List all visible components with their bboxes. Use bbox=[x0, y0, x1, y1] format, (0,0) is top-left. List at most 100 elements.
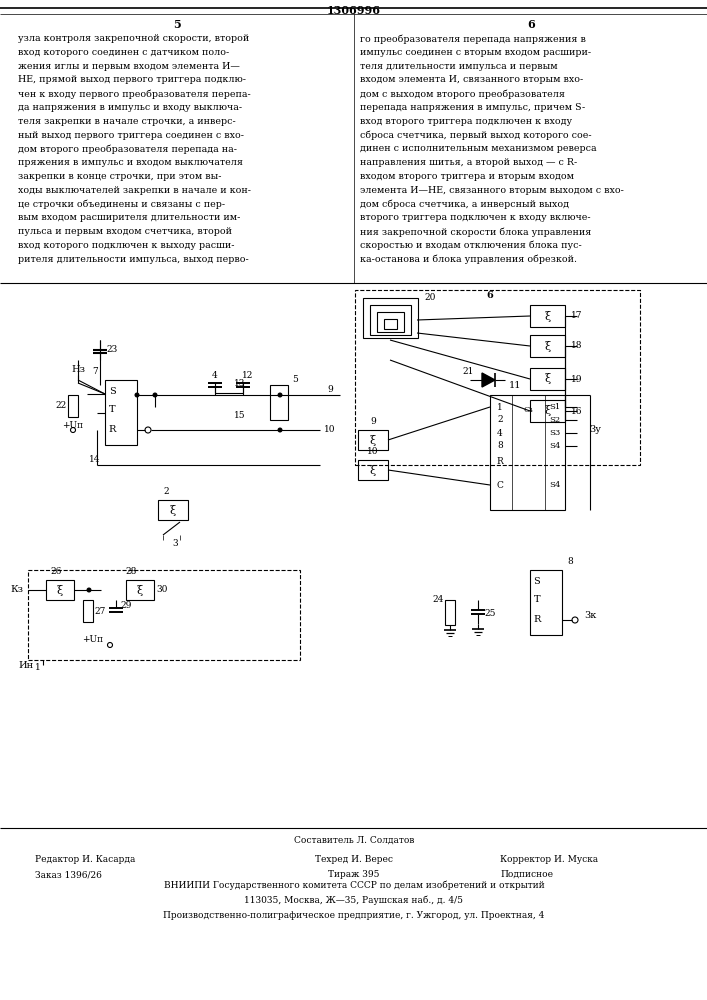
Text: 4: 4 bbox=[212, 370, 218, 379]
Bar bbox=[83, 600, 93, 622]
Text: ξ: ξ bbox=[170, 504, 176, 516]
Text: 29: 29 bbox=[120, 601, 132, 610]
Text: входом элемента И, связанного вторым вхо-: входом элемента И, связанного вторым вхо… bbox=[360, 75, 583, 84]
Text: ξ: ξ bbox=[370, 464, 376, 476]
Text: 1: 1 bbox=[35, 664, 41, 672]
Text: 18: 18 bbox=[571, 342, 583, 351]
Text: 20: 20 bbox=[424, 292, 436, 302]
Text: пряжения в импульс и входом выключателя: пряжения в импульс и входом выключателя bbox=[18, 158, 243, 167]
Text: ка-останова и блока управления обрезкой.: ка-останова и блока управления обрезкой. bbox=[360, 255, 577, 264]
Text: S: S bbox=[534, 578, 540, 586]
Bar bbox=[46, 580, 74, 600]
Text: узла контроля закрепочной скорости, второй: узла контроля закрепочной скорости, втор… bbox=[18, 34, 250, 43]
Text: теля длительности импульса и первым: теля длительности импульса и первым bbox=[360, 62, 558, 71]
Text: 27: 27 bbox=[94, 606, 105, 615]
Text: 11: 11 bbox=[509, 380, 521, 389]
Text: це строчки объединены и связаны с пер-: це строчки объединены и связаны с пер- bbox=[18, 200, 225, 209]
Text: C₄: C₄ bbox=[523, 406, 533, 414]
Text: S4: S4 bbox=[549, 442, 561, 450]
Text: 17: 17 bbox=[571, 312, 583, 320]
Bar bbox=[270, 385, 288, 420]
Bar bbox=[530, 400, 565, 422]
Text: Заказ 1396/26: Заказ 1396/26 bbox=[35, 870, 102, 879]
Text: ный выход первого триггера соединен с вхо-: ный выход первого триггера соединен с вх… bbox=[18, 131, 244, 140]
Text: перепада напряжения в импульс, причем S-: перепада напряжения в импульс, причем S- bbox=[360, 103, 585, 112]
Polygon shape bbox=[482, 373, 495, 387]
Text: 6: 6 bbox=[486, 290, 493, 300]
Bar bbox=[68, 395, 78, 417]
Text: 9: 9 bbox=[370, 418, 376, 426]
Text: 26: 26 bbox=[50, 568, 62, 576]
Text: элемента И—НЕ, связанного вторым выходом с вхо-: элемента И—НЕ, связанного вторым выходом… bbox=[360, 186, 624, 195]
Text: 10: 10 bbox=[325, 426, 336, 434]
Text: R: R bbox=[496, 458, 503, 466]
Text: 3к: 3к bbox=[584, 610, 596, 619]
Text: +Uп: +Uп bbox=[83, 636, 103, 645]
Bar bbox=[530, 335, 565, 357]
Text: ξ: ξ bbox=[370, 434, 376, 446]
Text: НЕ, прямой выход первого триггера подклю-: НЕ, прямой выход первого триггера подклю… bbox=[18, 75, 246, 84]
Circle shape bbox=[87, 588, 90, 592]
Text: ξ: ξ bbox=[137, 584, 143, 595]
Text: Редактор И. Касарда: Редактор И. Касарда bbox=[35, 855, 135, 864]
Text: Тираж 395: Тираж 395 bbox=[328, 870, 380, 879]
Text: второго триггера подключен к входу включе-: второго триггера подключен к входу включ… bbox=[360, 213, 590, 222]
Text: вход которого подключен к выходу расши-: вход которого подключен к выходу расши- bbox=[18, 241, 235, 250]
Text: вход которого соединен с датчиком поло-: вход которого соединен с датчиком поло- bbox=[18, 48, 229, 57]
Text: динен с исполнительным механизмом реверса: динен с исполнительным механизмом реверс… bbox=[360, 144, 597, 153]
Text: 21: 21 bbox=[462, 366, 474, 375]
Bar bbox=[377, 312, 404, 332]
Text: S: S bbox=[109, 387, 115, 396]
Text: 5: 5 bbox=[173, 18, 181, 29]
Text: жения иглы и первым входом элемента И—: жения иглы и первым входом элемента И— bbox=[18, 62, 240, 71]
Text: T: T bbox=[109, 406, 115, 414]
Circle shape bbox=[278, 428, 282, 432]
Text: теля закрепки в начале строчки, а инверс-: теля закрепки в начале строчки, а инверс… bbox=[18, 117, 235, 126]
Circle shape bbox=[135, 393, 139, 397]
Text: 12: 12 bbox=[243, 370, 254, 379]
Text: ξ: ξ bbox=[544, 340, 551, 352]
Text: Техред И. Верес: Техред И. Верес bbox=[315, 855, 393, 864]
Text: ξ: ξ bbox=[544, 310, 551, 322]
Text: C: C bbox=[496, 481, 503, 489]
Text: импульс соединен с вторым входом расшири-: импульс соединен с вторым входом расшири… bbox=[360, 48, 591, 57]
Text: закрепки в конце строчки, при этом вы-: закрепки в конце строчки, при этом вы- bbox=[18, 172, 221, 181]
Text: 2: 2 bbox=[497, 416, 503, 424]
Text: S2: S2 bbox=[549, 416, 561, 424]
Text: Составитель Л. Солдатов: Составитель Л. Солдатов bbox=[294, 836, 414, 844]
Text: ходы выключателей закрепки в начале и кон-: ходы выключателей закрепки в начале и ко… bbox=[18, 186, 251, 195]
Text: дом второго преобразователя перепада на-: дом второго преобразователя перепада на- bbox=[18, 144, 237, 154]
Bar bbox=[363, 298, 418, 338]
Text: +Uп: +Uп bbox=[62, 420, 83, 430]
Text: 6: 6 bbox=[527, 18, 535, 29]
Text: 25: 25 bbox=[484, 608, 496, 617]
Bar bbox=[158, 500, 188, 520]
Text: S1: S1 bbox=[549, 403, 561, 411]
Text: 1306996: 1306996 bbox=[327, 4, 381, 15]
Text: Ин: Ин bbox=[18, 660, 33, 670]
Text: 3у: 3у bbox=[589, 426, 601, 434]
Bar bbox=[355, 290, 640, 465]
Text: Корректор И. Муска: Корректор И. Муска bbox=[500, 855, 598, 864]
Text: 8: 8 bbox=[567, 558, 573, 566]
Bar bbox=[530, 305, 565, 327]
Bar bbox=[445, 600, 455, 625]
Text: да напряжения в импульс и входу выключа-: да напряжения в импульс и входу выключа- bbox=[18, 103, 242, 112]
Text: 15: 15 bbox=[234, 410, 246, 420]
Text: скоростью и входам отключения блока пус-: скоростью и входам отключения блока пус- bbox=[360, 241, 582, 250]
Text: дом сброса счетчика, а инверсный выход: дом сброса счетчика, а инверсный выход bbox=[360, 200, 569, 209]
Bar bbox=[530, 570, 562, 635]
Text: чен к входу первого преобразователя перепа-: чен к входу первого преобразователя пере… bbox=[18, 89, 251, 99]
Text: S4: S4 bbox=[549, 481, 561, 489]
Text: R: R bbox=[108, 426, 116, 434]
Text: T: T bbox=[534, 595, 540, 604]
Text: вход второго триггера подключен к входу: вход второго триггера подключен к входу bbox=[360, 117, 572, 126]
Circle shape bbox=[153, 393, 157, 397]
Text: 30: 30 bbox=[156, 585, 168, 594]
Bar bbox=[370, 305, 411, 335]
Text: 7: 7 bbox=[92, 367, 98, 376]
Text: S3: S3 bbox=[549, 429, 561, 437]
Bar bbox=[530, 368, 565, 390]
Text: 19: 19 bbox=[571, 374, 583, 383]
Text: 8: 8 bbox=[497, 442, 503, 450]
